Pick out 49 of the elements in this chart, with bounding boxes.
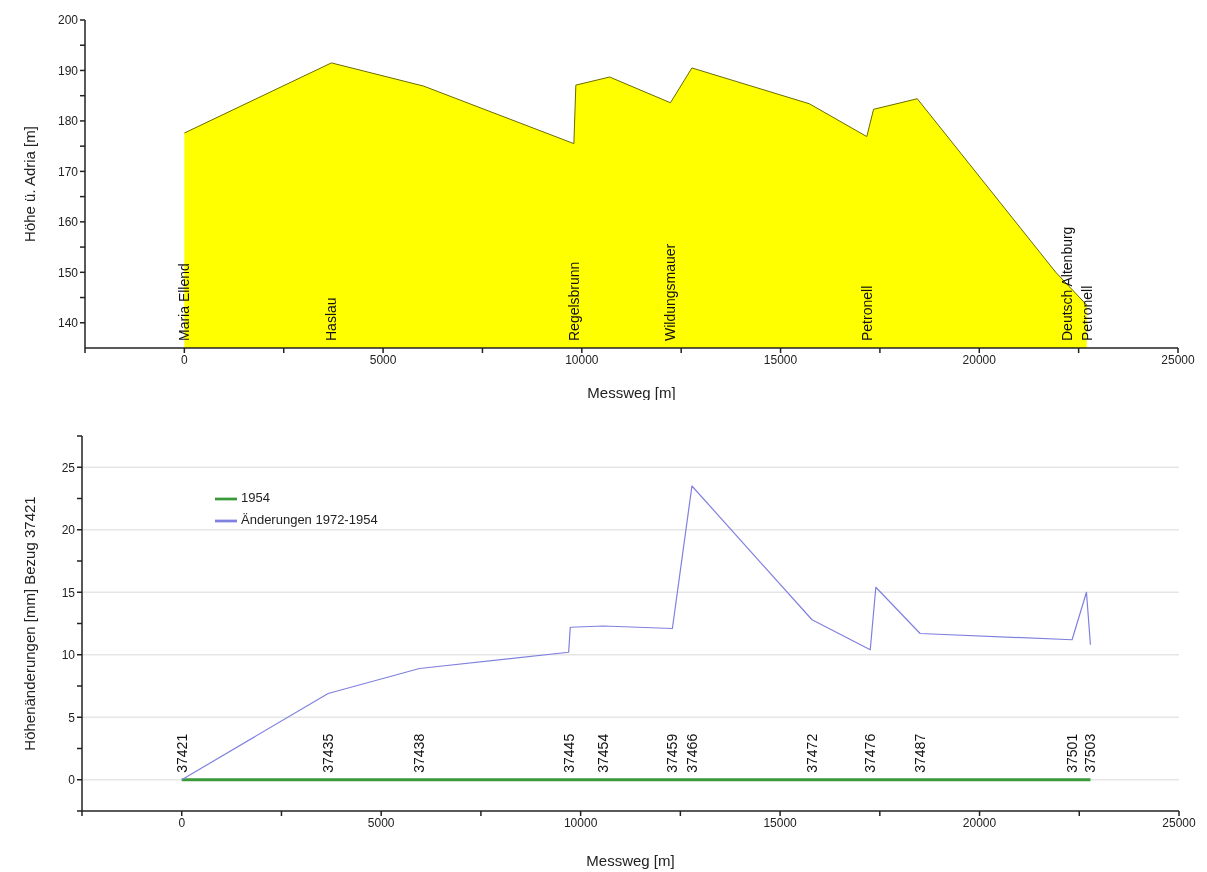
annotation: 37435 [320,733,337,773]
annotation: Maria Ellend [176,263,193,341]
x-tick-label: 25000 [1161,352,1196,367]
annotation: 37472 [804,733,820,773]
annotation: 37438 [411,733,428,773]
y-axis-title: Höhe ü. Adria [m] [21,126,39,242]
x-axis-title: Messweg [m] [586,852,675,869]
x-tick-label: 20000 [962,352,997,367]
y-tick-label: 150 [57,265,79,280]
y-tick-label: 5 [68,710,76,725]
y-tick-label: 140 [57,316,79,331]
y-tick-label: 20 [61,523,76,538]
x-tick-label: 5000 [369,352,397,367]
annotation: Regelsbrunn [565,261,582,341]
annotation: 37487 [912,733,929,773]
annotation: 37466 [683,733,700,773]
annotation: Petronell [858,285,875,341]
annotation: 37503 [1082,733,1099,773]
x-tick-label: 0 [181,352,189,367]
y-tick-label: 200 [57,13,79,28]
x-tick-label: 0 [178,815,186,830]
legend-label: Änderungen 1972-1954 [241,512,378,528]
annotation: 37445 [560,733,577,773]
annotation: Haslau [323,297,340,341]
y-tick-label: 170 [57,164,79,179]
legend-label: 1954 [241,490,270,506]
x-tick-label: 10000 [565,352,599,367]
annotation: 37459 [664,733,681,773]
y-tick-label: 25 [61,460,76,475]
annotation: Petronell [1078,285,1095,341]
x-tick-label: 5000 [367,815,395,830]
x-tick-label: 25000 [1162,815,1197,830]
x-tick-label: 20000 [962,815,997,830]
y-tick-label: 0 [68,773,76,788]
annotation: 37501 [1064,733,1081,773]
y-tick-label: 160 [57,215,79,230]
y-tick-label: 15 [61,585,76,600]
annotation: Deutsch Altenburg [1058,226,1075,341]
annotation: 37421 [173,733,190,773]
x-tick-label: 15000 [763,352,798,367]
y-axis-title: Höhenänderungen [mm] Bezug 37421 [21,496,39,751]
x-tick-label: 15000 [763,815,798,830]
x-tick-label: 10000 [563,815,598,830]
annotation: 37476 [862,733,879,773]
y-tick-label: 190 [57,63,79,78]
y-tick-label: 180 [57,114,79,129]
annotation: Wildungsmauer [662,243,679,341]
y-tick-label: 10 [61,648,76,663]
annotation: 37454 [595,733,612,773]
